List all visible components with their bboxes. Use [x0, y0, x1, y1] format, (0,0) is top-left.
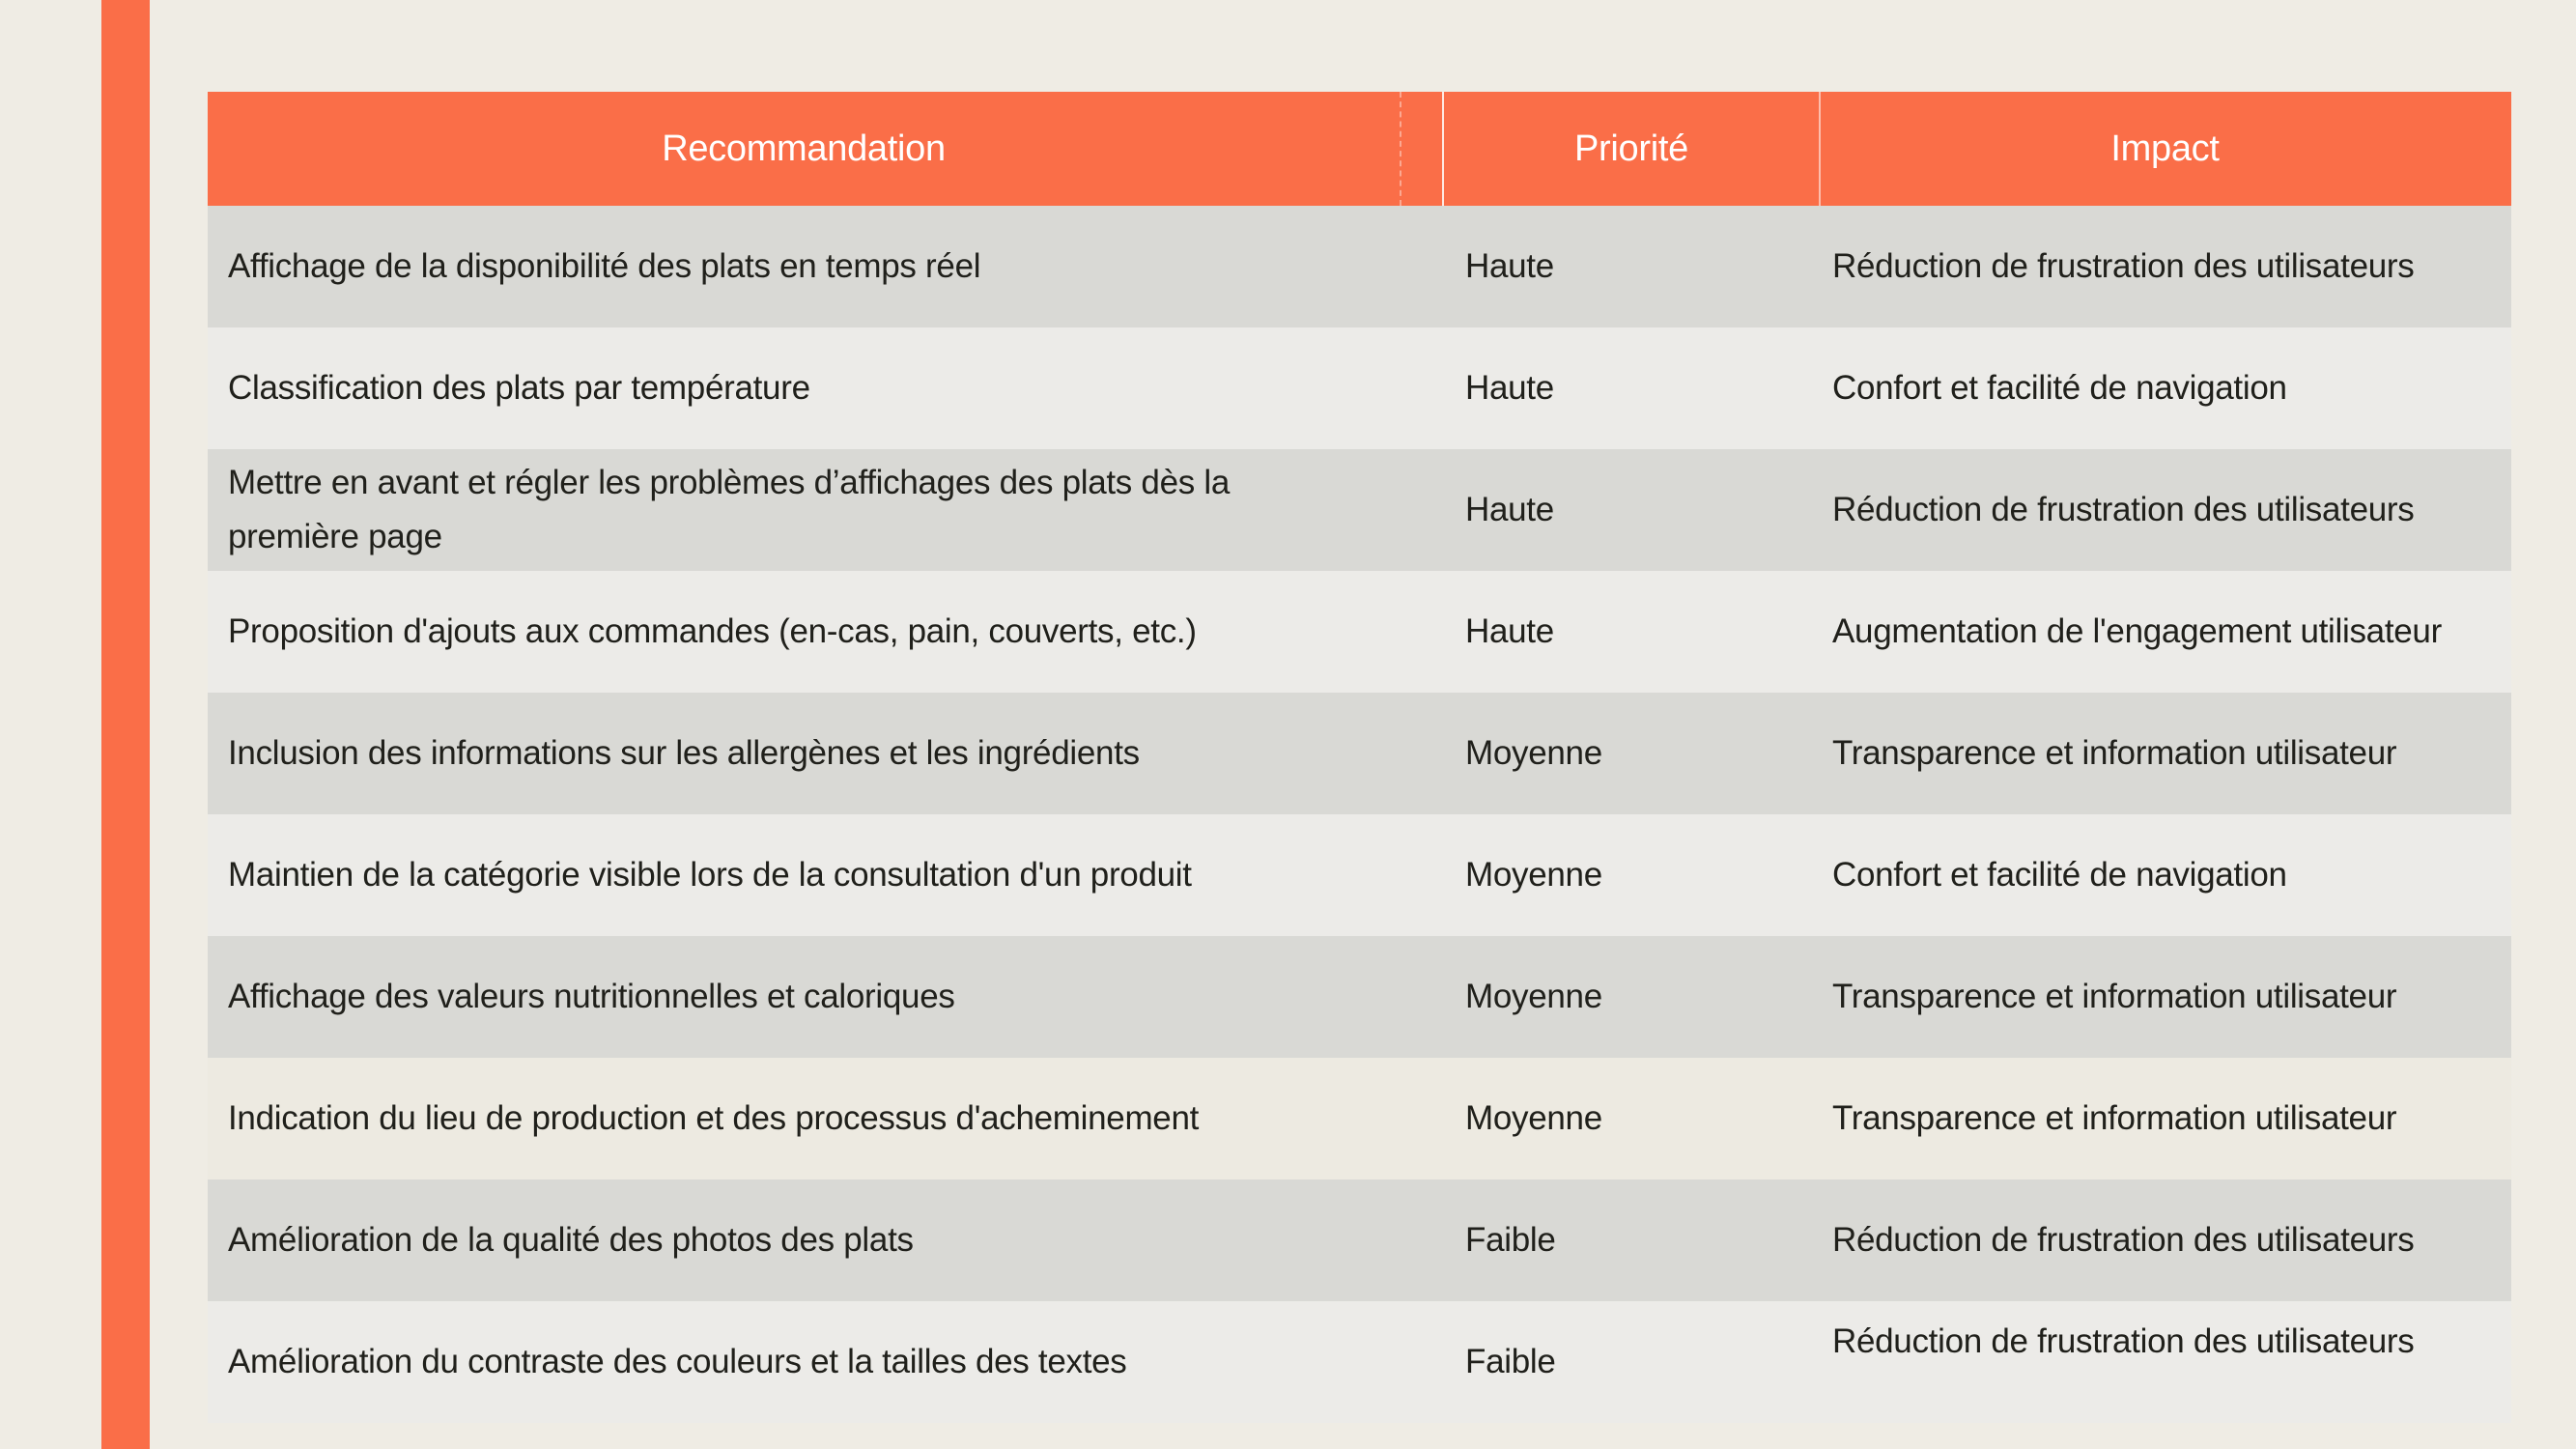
table-row: Affichage de la disponibilité des plats …	[208, 206, 2511, 327]
cell-recommendation: Mettre en avant et régler les problèmes …	[208, 449, 1444, 571]
cell-priority: Moyenne	[1444, 693, 1821, 814]
impact-text: Réduction de frustration des utilisateur…	[1832, 491, 2415, 528]
priority-text: Faible	[1465, 1343, 1556, 1380]
recommendations-table: Recommandation Priorité Impact Affichage…	[208, 92, 2511, 1423]
impact-text: Confort et facilité de navigation	[1832, 369, 2287, 407]
table-row: Amélioration de la qualité des photos de…	[208, 1179, 2511, 1301]
recommendation-text: Maintien de la catégorie visible lors de…	[228, 856, 1192, 894]
table-row: Inclusion des informations sur les aller…	[208, 693, 2511, 814]
table-row: Indication du lieu de production et des …	[208, 1058, 2511, 1179]
cell-recommendation: Maintien de la catégorie visible lors de…	[208, 814, 1444, 936]
cell-impact: Augmentation de l'engagement utilisateur	[1821, 571, 2511, 693]
priority-text: Haute	[1465, 247, 1554, 285]
impact-text: Réduction de frustration des utilisateur…	[1832, 1322, 2415, 1360]
cell-recommendation: Classification des plats par température	[208, 327, 1444, 449]
cell-impact: Transparence et information utilisateur	[1821, 936, 2511, 1058]
recommendation-text: Proposition d'ajouts aux commandes (en-c…	[228, 612, 1197, 650]
priority-text: Moyenne	[1465, 856, 1602, 894]
cell-recommendation: Amélioration de la qualité des photos de…	[208, 1179, 1444, 1301]
recommendation-text: Amélioration de la qualité des photos de…	[228, 1221, 914, 1259]
header-cell-impact: Impact	[1821, 92, 2509, 206]
recommendation-text: Affichage des valeurs nutritionnelles et…	[228, 978, 955, 1015]
cell-priority: Faible	[1444, 1301, 1821, 1423]
header-label-priorite: Priorité	[1574, 128, 1688, 169]
cell-impact: Réduction de frustration des utilisateur…	[1821, 1179, 2511, 1301]
cell-priority: Moyenne	[1444, 814, 1821, 936]
header-spacer-cell	[1400, 92, 1444, 206]
table-row: Proposition d'ajouts aux commandes (en-c…	[208, 571, 2511, 693]
recommendation-text: Inclusion des informations sur les aller…	[228, 734, 1140, 772]
priority-text: Moyenne	[1465, 978, 1602, 1015]
cell-impact: Transparence et information utilisateur	[1821, 693, 2511, 814]
impact-text: Réduction de frustration des utilisateur…	[1832, 247, 2415, 285]
impact-text: Confort et facilité de navigation	[1832, 856, 2287, 894]
header-cell-priorite: Priorité	[1444, 92, 1821, 206]
recommendation-text: Mettre en avant et régler les problèmes …	[228, 464, 1231, 555]
header-cell-recommandation: Recommandation	[208, 92, 1400, 206]
table-row: Amélioration du contraste des couleurs e…	[208, 1301, 2511, 1423]
priority-text: Moyenne	[1465, 1099, 1602, 1137]
header-label-recommandation: Recommandation	[662, 128, 946, 169]
cell-priority: Haute	[1444, 449, 1821, 571]
cell-priority: Haute	[1444, 327, 1821, 449]
priority-text: Haute	[1465, 612, 1554, 650]
impact-text: Transparence et information utilisateur	[1832, 734, 2397, 772]
priority-text: Faible	[1465, 1221, 1556, 1259]
recommendation-text: Classification des plats par température	[228, 369, 810, 407]
priority-text: Haute	[1465, 491, 1554, 528]
cell-impact: Réduction de frustration des utilisateur…	[1821, 1281, 2511, 1403]
cell-priority: Moyenne	[1444, 1058, 1821, 1179]
cell-recommendation: Affichage des valeurs nutritionnelles et…	[208, 936, 1444, 1058]
table-row: Mettre en avant et régler les problèmes …	[208, 449, 2511, 571]
table-body: Affichage de la disponibilité des plats …	[208, 206, 2511, 1423]
cell-recommendation: Inclusion des informations sur les aller…	[208, 693, 1444, 814]
table-row: Classification des plats par température…	[208, 327, 2511, 449]
cell-impact: Confort et facilité de navigation	[1821, 327, 2511, 449]
cell-impact: Réduction de frustration des utilisateur…	[1821, 449, 2511, 571]
cell-priority: Faible	[1444, 1179, 1821, 1301]
table-header-row: Recommandation Priorité Impact	[208, 92, 2511, 206]
table-row: Maintien de la catégorie visible lors de…	[208, 814, 2511, 936]
cell-impact: Transparence et information utilisateur	[1821, 1058, 2511, 1179]
cell-impact: Réduction de frustration des utilisateur…	[1821, 206, 2511, 327]
impact-text: Augmentation de l'engagement utilisateur	[1832, 612, 2442, 650]
recommendation-text: Affichage de la disponibilité des plats …	[228, 247, 981, 285]
priority-text: Moyenne	[1465, 734, 1602, 772]
cell-priority: Haute	[1444, 571, 1821, 693]
recommendation-text: Amélioration du contraste des couleurs e…	[228, 1343, 1127, 1380]
cell-recommendation: Proposition d'ajouts aux commandes (en-c…	[208, 571, 1444, 693]
priority-text: Haute	[1465, 369, 1554, 407]
impact-text: Transparence et information utilisateur	[1832, 978, 2397, 1015]
cell-recommendation: Amélioration du contraste des couleurs e…	[208, 1301, 1444, 1423]
cell-impact: Confort et facilité de navigation	[1821, 814, 2511, 936]
table-row: Affichage des valeurs nutritionnelles et…	[208, 936, 2511, 1058]
recommendation-text: Indication du lieu de production et des …	[228, 1099, 1200, 1137]
impact-text: Transparence et information utilisateur	[1832, 1099, 2397, 1137]
impact-text: Réduction de frustration des utilisateur…	[1832, 1221, 2415, 1259]
cell-recommendation: Affichage de la disponibilité des plats …	[208, 206, 1444, 327]
cell-priority: Moyenne	[1444, 936, 1821, 1058]
left-accent-bar	[101, 0, 150, 1449]
cell-priority: Haute	[1444, 206, 1821, 327]
cell-recommendation: Indication du lieu de production et des …	[208, 1058, 1444, 1179]
header-label-impact: Impact	[2110, 128, 2220, 169]
